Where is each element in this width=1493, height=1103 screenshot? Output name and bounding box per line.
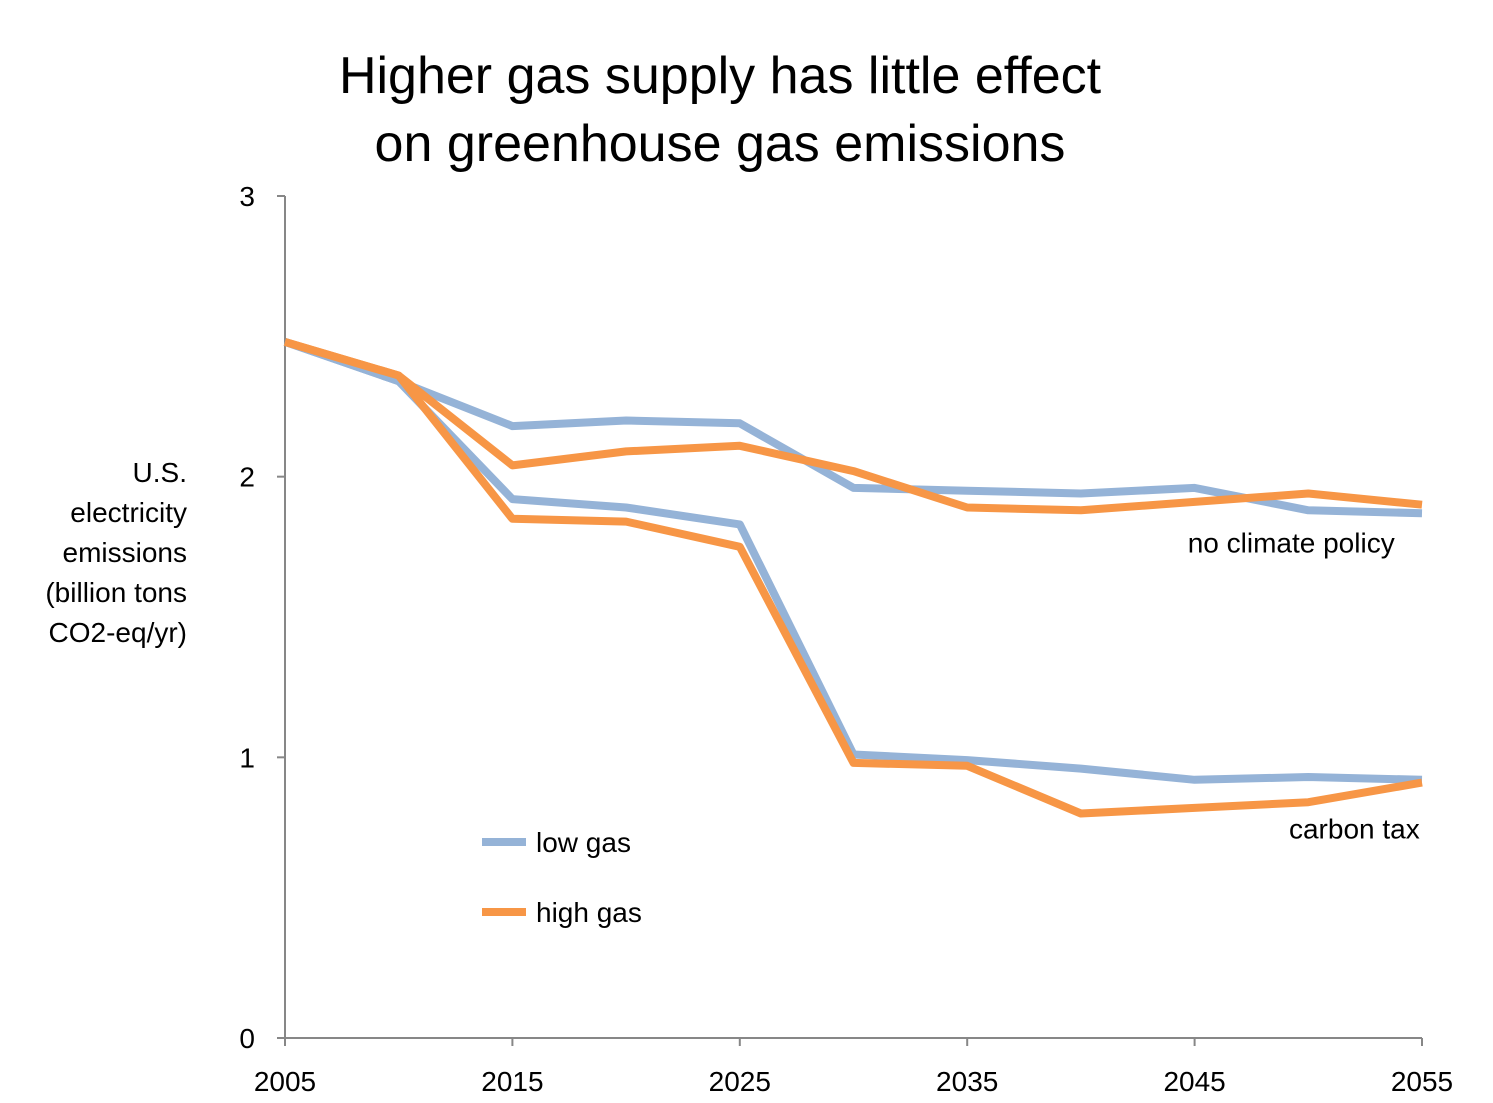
series-lines — [283, 338, 1423, 818]
series-line-high-gas-no-climate-policy — [283, 338, 1423, 515]
axes — [284, 196, 1422, 1039]
y-tick-label: 1 — [239, 742, 255, 773]
x-tick-label: 2035 — [936, 1066, 998, 1097]
series-line-low-gas-no-climate-policy — [283, 338, 1423, 518]
annotations: no climate policy carbon tax — [1188, 527, 1420, 844]
y-axis-title-line-1: U.S. — [132, 457, 187, 488]
chart-title-line-1: Higher gas supply has little effect — [338, 47, 1102, 105]
legend-label: high gas — [536, 897, 642, 928]
ticks — [277, 195, 1423, 1046]
x-tick-label: 2045 — [1163, 1066, 1225, 1097]
y-axis-title-line-5: CO2-eq/yr) — [48, 617, 187, 648]
annotation-label: no climate policy — [1188, 527, 1395, 558]
y-axis-title-line-3: emissions — [62, 537, 187, 568]
y-axis-title: U.S. electricity emissions (billion tons… — [45, 453, 187, 653]
legend-label: low gas — [536, 827, 631, 858]
chart-title: Higher gas supply has little effect on g… — [0, 42, 1440, 178]
y-axis-title-line-2: electricity — [70, 497, 187, 528]
x-tick-label: 2025 — [709, 1066, 771, 1097]
y-axis-title-line-4: (billion tons — [45, 577, 187, 608]
tick-labels: 0 1 2 3 2005 2015 2025 2035 2045 2055 — [239, 181, 1453, 1097]
y-tick-label: 3 — [239, 181, 255, 212]
series-line-high-gas-carbon-tax — [283, 338, 1423, 818]
x-tick-label: 2005 — [254, 1066, 316, 1097]
y-tick-label: 0 — [239, 1023, 255, 1054]
chart-title-line-2: on greenhouse gas emissions — [374, 115, 1066, 173]
x-tick-label: 2055 — [1391, 1066, 1453, 1097]
legend: low gas high gas — [482, 827, 642, 928]
y-tick-label: 2 — [239, 462, 255, 493]
annotation-label: carbon tax — [1289, 814, 1420, 845]
x-tick-label: 2015 — [481, 1066, 543, 1097]
